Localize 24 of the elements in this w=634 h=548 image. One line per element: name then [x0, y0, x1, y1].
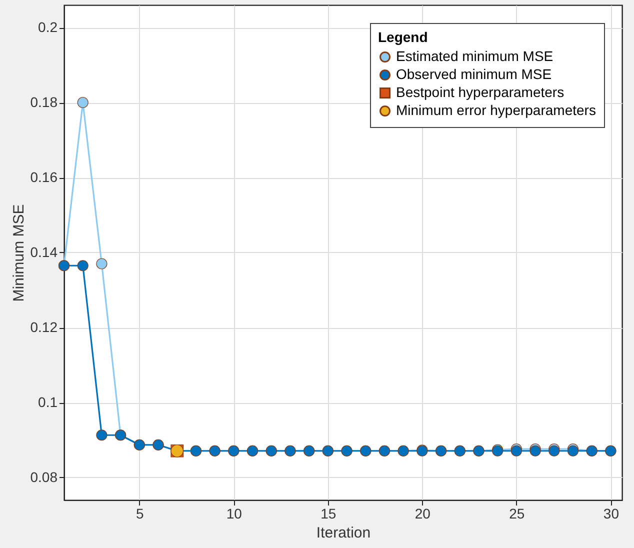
x-tick-label: 10 [226, 506, 242, 522]
point [96, 258, 108, 270]
legend-title: Legend [378, 29, 428, 45]
point [77, 260, 88, 272]
y-tick-label: 0.2 [38, 19, 58, 35]
x-axis-title: Iteration [316, 524, 371, 542]
y-tick-label: 0.12 [30, 319, 58, 335]
legend-label: Minimum error hyperparameters [396, 102, 596, 118]
y-tick-label: 0.16 [30, 169, 58, 185]
x-tick-label: 25 [509, 506, 525, 522]
legend-label: Bestpoint hyperparameters [396, 84, 564, 100]
legend-label: Observed minimum MSE [396, 66, 552, 82]
point [96, 430, 108, 441]
legend-label: Estimated minimum MSE [396, 48, 554, 64]
x-tick-label: 20 [414, 506, 431, 522]
point [77, 96, 88, 108]
y-tick-label: 0.08 [30, 469, 58, 485]
x-tick-label: 5 [136, 506, 144, 522]
y-tick-label: 0.14 [30, 244, 58, 260]
y-tick-label: 0.1 [38, 394, 58, 410]
x-tick-label: 30 [603, 506, 620, 522]
y-axis-title: Minimum MSE [10, 204, 28, 302]
x-tick-label: 15 [320, 506, 336, 522]
y-tick-label: 0.18 [30, 94, 58, 110]
